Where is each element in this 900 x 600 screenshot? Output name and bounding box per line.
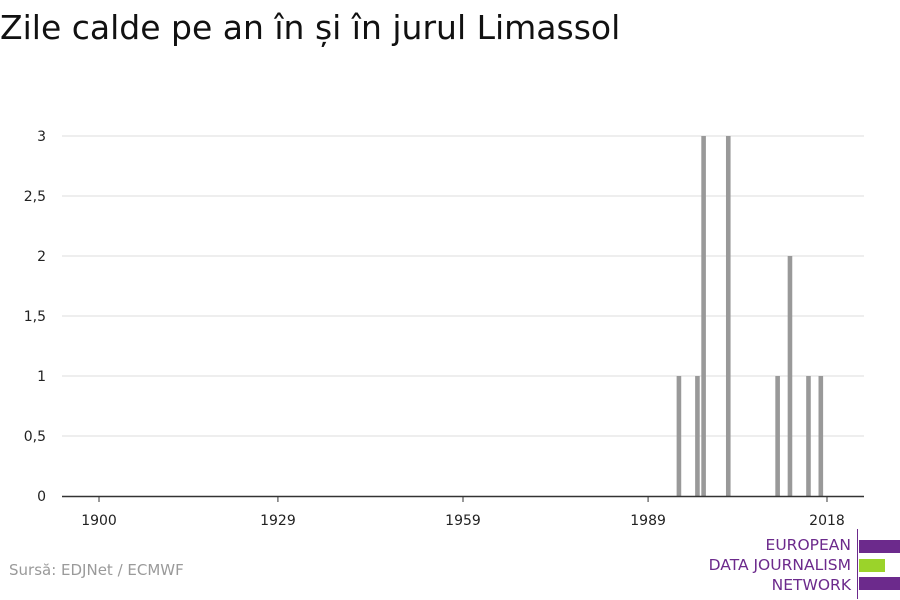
logo-bar-green [859,559,885,572]
bar [775,376,780,496]
gridlines [62,135,864,437]
chart-title: Zile calde pe an în și în jurul Limassol [0,8,621,47]
y-tick-label: 0,5 [24,429,46,445]
bars [676,136,824,496]
bar [676,376,682,496]
x-tick-label: 1929 [260,513,296,529]
y-tick-label: 2 [37,249,46,265]
x-tick-label: 1989 [630,513,666,529]
edjnet-logo: EUROPEAN DATA JOURNALISM NETWORK [700,529,900,599]
y-tick-label: 2,5 [24,189,46,205]
y-tick-label: 1 [37,369,46,385]
logo-line-1: EUROPEAN [765,536,851,554]
logo-bar-purple-top [859,540,900,553]
bar [818,376,824,496]
bar [701,136,706,496]
x-tick-label: 2018 [809,513,845,529]
x-tick-label: 1900 [81,513,117,529]
x-axis: 1900 1929 1959 1989 2018 [62,495,864,529]
logo-line-3: NETWORK [771,576,851,594]
y-tick-label: 1,5 [24,309,46,325]
y-axis: 0 0,5 1 1,5 2 2,5 3 [24,129,46,505]
logo-bar-purple-bottom [859,577,900,590]
bar [806,376,811,496]
logo-line-2: DATA JOURNALISM [708,556,851,574]
bar [787,256,793,496]
logo-separator [857,529,858,599]
x-tick-label: 1959 [445,513,481,529]
y-tick-label: 0 [37,489,46,505]
bar [725,136,731,496]
y-tick-label: 3 [37,129,46,145]
source-note: Sursă: EDJNet / ECMWF [9,561,184,579]
bar [695,376,700,496]
